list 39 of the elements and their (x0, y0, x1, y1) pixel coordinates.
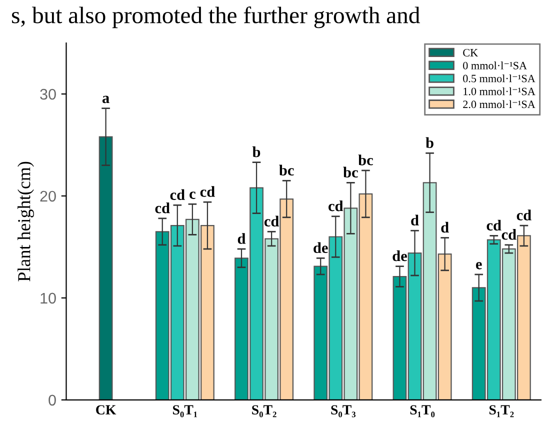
legend-label: 1.0 mmol·l⁻¹SA (464, 87, 536, 96)
data-label: a (102, 96, 110, 104)
legend-label: 0 mmol·l⁻¹SA (463, 62, 527, 70)
data-label: cd (486, 220, 502, 231)
legend-label: CK (463, 48, 478, 56)
data-label: b (426, 137, 434, 148)
data-label: de (392, 250, 407, 262)
y-tick-label: 20 (40, 190, 56, 202)
y-tick-label: 30 (40, 88, 56, 100)
x-tick-label: CK (96, 405, 116, 415)
legend-label: 0.5 mmol·l⁻¹SA (463, 74, 536, 82)
data-label: c (190, 192, 196, 199)
data-label: d (441, 222, 449, 233)
y-tick-label: 10 (40, 292, 56, 304)
data-label: bc (358, 154, 373, 166)
x-tick-label: S₀T₂ (252, 405, 276, 418)
data-label: cd (502, 229, 516, 240)
x-tick-label: S₁T₀ (410, 405, 435, 418)
data-label: b (252, 146, 260, 158)
data-label: cd (155, 202, 170, 214)
legend-label: 2.0 mmol·l⁻¹SA (463, 100, 536, 108)
y-axis-title: Plant height(cm) (18, 162, 34, 282)
data-label: e (476, 262, 482, 270)
data-label: cd (264, 216, 280, 227)
data-label: cd (328, 200, 344, 212)
text: s, but also promoted the further growth and (12, 6, 420, 28)
x-tick-label: S₀T₃ (331, 405, 356, 418)
x-tick-label: S₁T₂ (489, 405, 514, 418)
data-label: cd (170, 189, 185, 200)
data-label: d (238, 233, 246, 244)
bar (98, 136, 113, 400)
x-tick-label: S₀T₁ (173, 405, 198, 418)
data-label: cd (516, 210, 532, 220)
data-label: bc (279, 164, 294, 176)
data-label: de (314, 242, 328, 254)
data-label: cd (200, 186, 215, 197)
y-tick-label: 0 (48, 394, 56, 406)
data-label: d (411, 214, 419, 226)
data-label: bc (343, 166, 358, 178)
